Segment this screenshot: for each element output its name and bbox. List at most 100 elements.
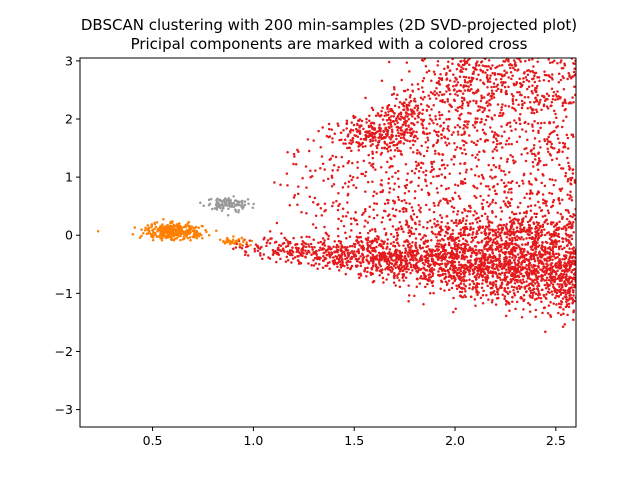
- data-point: [418, 246, 422, 249]
- data-point: [533, 101, 536, 104]
- data-point: [556, 277, 559, 281]
- data-point: [501, 112, 505, 115]
- data-point: [424, 173, 428, 177]
- data-point: [420, 188, 424, 191]
- data-point: [404, 130, 407, 133]
- data-point: [440, 136, 443, 140]
- data-point: [356, 176, 359, 179]
- data-point: [522, 308, 525, 311]
- data-point: [459, 89, 462, 93]
- data-point: [433, 129, 436, 133]
- data-point: [412, 43, 415, 46]
- data-point: [488, 255, 492, 259]
- data-point: [371, 139, 375, 142]
- data-point: [530, 282, 533, 286]
- data-point: [399, 225, 403, 228]
- data-point: [564, 107, 567, 111]
- data-point: [457, 245, 460, 248]
- data-point: [345, 237, 348, 240]
- data-point: [436, 191, 439, 194]
- data-point: [474, 278, 478, 281]
- data-point: [557, 45, 560, 48]
- data-point: [428, 291, 432, 295]
- data-point: [556, 13, 559, 16]
- data-point: [358, 131, 362, 135]
- data-point: [450, 274, 453, 278]
- data-point: [481, 70, 485, 73]
- data-point: [531, 291, 535, 295]
- data-point: [423, 263, 426, 266]
- data-point: [422, 126, 425, 130]
- data-point: [367, 236, 370, 240]
- data-point: [351, 175, 355, 179]
- data-point: [322, 179, 325, 182]
- data-point: [398, 279, 401, 282]
- data-point: [490, 85, 493, 89]
- data-point: [462, 96, 466, 100]
- data-point: [352, 242, 356, 246]
- data-point: [467, 88, 470, 91]
- data-point: [446, 137, 450, 141]
- data-point: [185, 229, 188, 232]
- data-point: [528, 100, 532, 104]
- data-point: [526, 205, 530, 208]
- data-point: [557, 40, 560, 43]
- data-point: [526, 274, 529, 278]
- data-point: [504, 36, 507, 39]
- data-point: [440, 243, 443, 247]
- data-point: [570, 133, 573, 137]
- data-point: [491, 117, 494, 121]
- data-point: [522, 238, 525, 241]
- data-point: [559, 61, 562, 64]
- data-point: [525, 211, 528, 215]
- data-point: [346, 146, 349, 150]
- data-point: [414, 222, 417, 226]
- data-point: [565, 115, 568, 118]
- data-point: [484, 55, 487, 58]
- data-point: [573, 268, 576, 271]
- data-point: [507, 105, 511, 108]
- data-point: [468, 58, 471, 61]
- data-point: [370, 267, 374, 270]
- data-point: [466, 234, 470, 237]
- data-point: [399, 126, 402, 130]
- data-point: [313, 196, 317, 200]
- data-point: [406, 253, 409, 256]
- data-point: [497, 296, 500, 300]
- data-point: [426, 253, 429, 256]
- data-point: [387, 60, 391, 64]
- data-point: [404, 223, 408, 226]
- data-point: [414, 241, 418, 245]
- data-point: [347, 255, 350, 258]
- data-point: [473, 251, 476, 255]
- data-point: [317, 249, 321, 252]
- data-point: [511, 256, 514, 259]
- data-point: [487, 194, 490, 197]
- data-point: [312, 264, 316, 267]
- data-point: [567, 305, 571, 309]
- data-point: [572, 262, 576, 265]
- data-point: [367, 135, 370, 138]
- data-point: [601, 247, 604, 250]
- data-point: [494, 145, 498, 149]
- data-point: [390, 157, 393, 161]
- data-point: [547, 251, 551, 255]
- data-point: [532, 237, 535, 240]
- data-point: [537, 259, 541, 263]
- data-point: [411, 251, 415, 255]
- data-point: [543, 257, 546, 261]
- data-point: [177, 222, 181, 225]
- data-point: [330, 184, 334, 188]
- data-point: [468, 204, 472, 208]
- data-point: [553, 289, 557, 292]
- data-point: [460, 104, 464, 107]
- data-point: [535, 20, 538, 23]
- data-point: [420, 258, 424, 261]
- data-point: [392, 120, 395, 123]
- data-point: [550, 142, 553, 146]
- data-point: [503, 272, 507, 275]
- data-point: [551, 248, 554, 251]
- data-point: [467, 210, 470, 213]
- data-point: [558, 283, 562, 286]
- data-point: [557, 245, 561, 249]
